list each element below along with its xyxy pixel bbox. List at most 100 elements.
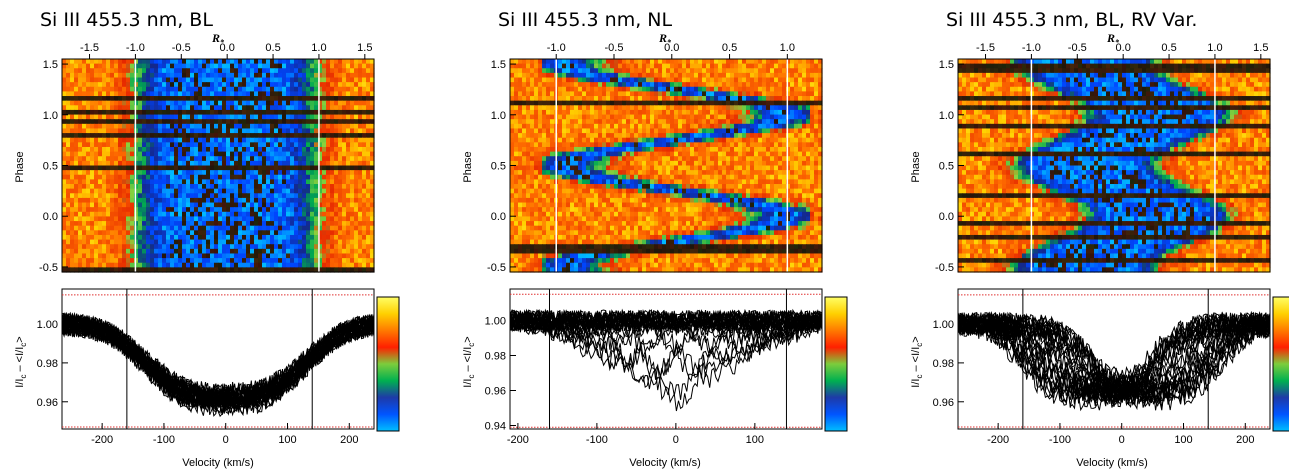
heatmap-cell bbox=[102, 142, 107, 148]
heatmap-cell bbox=[242, 128, 247, 134]
heatmap-cell bbox=[130, 267, 135, 273]
heatmap-cell bbox=[150, 119, 155, 125]
heatmap-cell bbox=[234, 179, 239, 185]
heatmap-cell bbox=[158, 142, 163, 148]
heatmap-cell bbox=[238, 59, 243, 65]
heatmap-cell bbox=[238, 114, 243, 120]
heatmap-cell bbox=[210, 253, 215, 259]
heatmap-cell bbox=[118, 188, 123, 194]
heatmap-cell bbox=[182, 170, 187, 176]
heatmap-cell bbox=[102, 100, 107, 106]
heatmap-cell bbox=[106, 211, 111, 218]
heatmap-cell bbox=[590, 100, 595, 106]
heatmap-cell bbox=[306, 170, 311, 176]
heatmap-cell bbox=[734, 96, 739, 102]
heatmap-cell bbox=[302, 179, 307, 185]
heatmap-cell bbox=[578, 86, 583, 93]
heatmap-cell bbox=[298, 72, 303, 79]
heatmap-cell bbox=[270, 68, 275, 74]
heatmap-cell bbox=[170, 184, 175, 190]
heatmap-cell bbox=[238, 86, 243, 93]
heatmap-cell bbox=[166, 267, 171, 273]
heatmap-cell bbox=[606, 109, 611, 116]
heatmap-cell bbox=[290, 156, 295, 162]
heatmap-cell bbox=[62, 179, 67, 185]
heatmap-cell bbox=[178, 258, 183, 264]
heatmap-cell bbox=[794, 86, 799, 93]
heatmap-cell bbox=[178, 216, 183, 222]
heatmap-cell bbox=[98, 82, 103, 88]
heatmap-cell bbox=[362, 193, 367, 199]
heatmap-cell bbox=[146, 225, 151, 231]
heatmap-cell bbox=[178, 197, 183, 204]
velocity-axis-tick-label: -100 bbox=[153, 434, 175, 446]
heatmap-cell bbox=[346, 119, 351, 125]
heatmap-cell bbox=[134, 216, 139, 222]
heatmap-cell bbox=[194, 100, 199, 106]
heatmap-cell bbox=[350, 133, 355, 139]
heatmap-cell bbox=[226, 151, 231, 157]
heatmap-cell bbox=[630, 96, 635, 102]
heatmap-cell bbox=[234, 211, 239, 218]
heatmap-cell bbox=[270, 170, 275, 176]
heatmap-cell bbox=[246, 133, 251, 139]
heatmap-cell bbox=[178, 234, 183, 241]
heatmap-cell bbox=[230, 234, 235, 241]
heatmap-cell bbox=[198, 142, 203, 148]
heatmap-cell bbox=[250, 221, 255, 227]
heatmap-cell bbox=[74, 188, 79, 194]
heatmap-cell bbox=[778, 86, 783, 93]
heatmap-cell bbox=[370, 123, 375, 130]
heatmap-cell bbox=[798, 105, 803, 111]
heatmap-cell bbox=[714, 105, 719, 111]
heatmap-cell bbox=[202, 119, 207, 125]
heatmap-cell bbox=[110, 91, 115, 97]
heatmap-cell bbox=[514, 91, 519, 97]
heatmap-cell bbox=[230, 142, 235, 148]
heatmap-cell bbox=[86, 105, 91, 111]
chart-panel-1: -1.5 -1.0 -0.5 0.0 0.5 1.0 1.5-0.50.00.51.01.5… bbox=[37, 42, 400, 446]
heatmap-cell bbox=[94, 72, 99, 79]
heatmap-cell bbox=[690, 133, 695, 139]
heatmap-cell bbox=[138, 96, 143, 102]
heatmap-cell bbox=[514, 100, 519, 106]
heatmap-cell bbox=[66, 59, 71, 65]
heatmap-cell bbox=[122, 142, 127, 148]
heatmap-cell bbox=[766, 63, 771, 69]
heatmap-cell bbox=[166, 63, 171, 69]
heatmap-cell bbox=[762, 86, 767, 93]
heatmap-cell bbox=[250, 82, 255, 88]
heatmap-cell bbox=[226, 170, 231, 176]
heatmap-cell bbox=[174, 156, 179, 162]
heatmap-cell bbox=[210, 230, 215, 236]
heatmap-cell bbox=[194, 248, 199, 255]
heatmap-cell bbox=[546, 59, 551, 65]
heatmap-cell bbox=[590, 72, 595, 79]
heatmap-cell bbox=[66, 160, 71, 167]
heatmap-cell bbox=[818, 68, 823, 74]
heatmap-cell bbox=[562, 114, 567, 120]
heatmap-cell bbox=[322, 146, 327, 153]
heatmap-cell bbox=[82, 68, 87, 74]
heatmap-cell bbox=[230, 170, 235, 176]
heatmap-cell bbox=[546, 63, 551, 69]
heatmap-cell bbox=[634, 128, 639, 134]
heatmap-cell bbox=[194, 151, 199, 157]
heatmap-cell bbox=[718, 133, 723, 139]
heatmap-cell bbox=[102, 202, 107, 208]
heatmap-cell bbox=[118, 184, 123, 190]
heatmap-cell bbox=[318, 82, 323, 88]
heatmap-cell bbox=[774, 96, 779, 102]
heatmap-cell bbox=[606, 82, 611, 88]
heatmap-cell bbox=[190, 188, 195, 194]
heatmap-cell bbox=[766, 59, 771, 65]
heatmap-cell bbox=[214, 86, 219, 93]
heatmap-cell bbox=[306, 239, 311, 245]
heatmap-cell bbox=[90, 207, 95, 213]
heatmap-cell bbox=[550, 96, 555, 102]
heatmap-cell bbox=[714, 59, 719, 65]
heatmap-cell bbox=[122, 160, 127, 167]
heatmap-cell bbox=[98, 193, 103, 199]
heatmap-cell bbox=[814, 82, 819, 88]
heatmap-cell bbox=[302, 133, 307, 139]
